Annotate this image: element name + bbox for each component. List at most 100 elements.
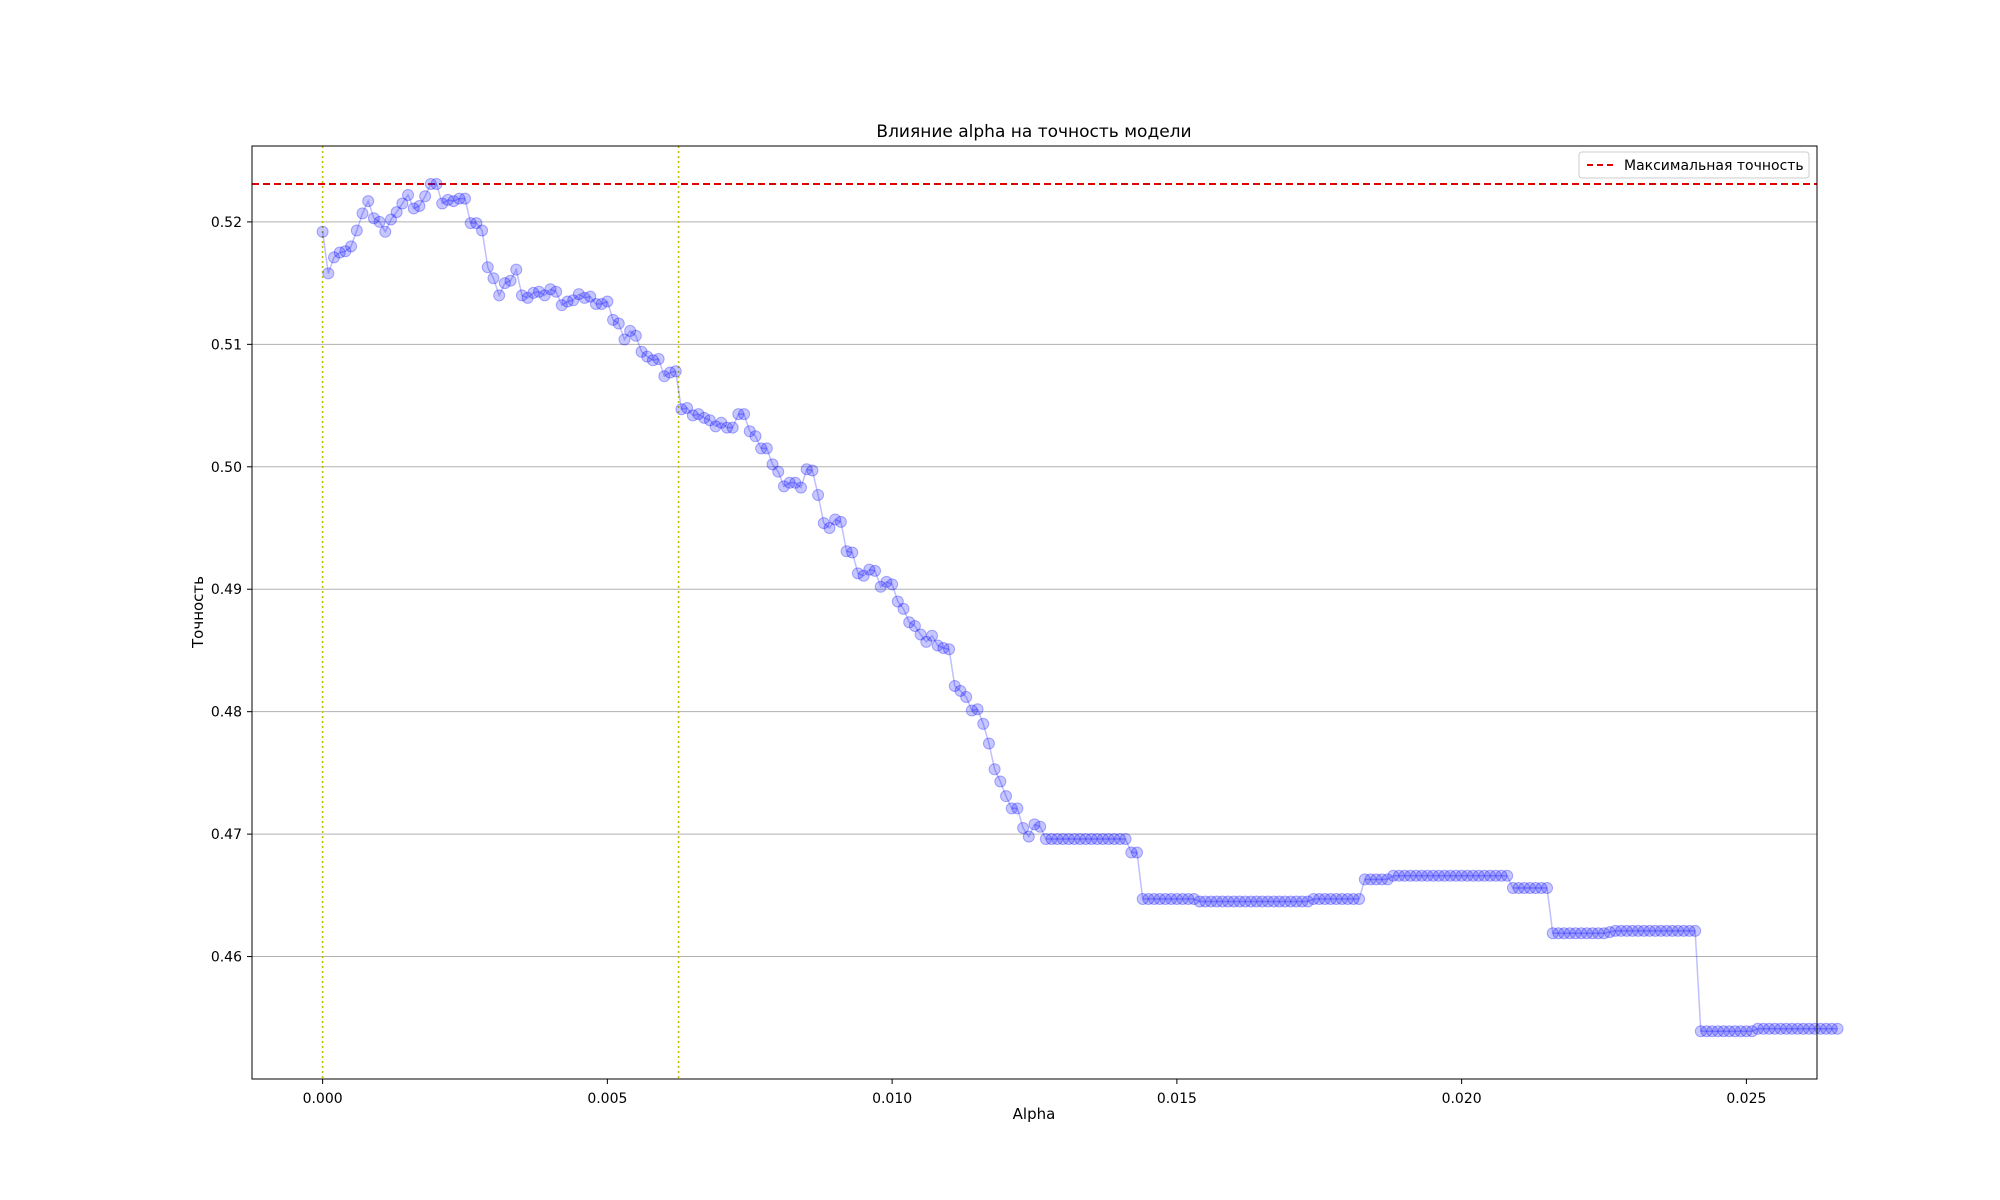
data-point (795, 481, 807, 494)
data-point (658, 370, 671, 383)
data-point (470, 217, 483, 230)
data-point (1068, 833, 1081, 846)
data-point (345, 240, 358, 253)
data-point (1803, 1022, 1816, 1035)
data-point (367, 212, 380, 225)
data-point (1216, 895, 1229, 908)
data-point (1546, 927, 1559, 940)
data-point (407, 202, 420, 215)
data-point (595, 297, 608, 310)
data-point (1045, 833, 1058, 846)
data-point (1478, 869, 1491, 882)
data-point (1148, 893, 1161, 906)
data-point (988, 763, 1001, 776)
data-point (1102, 833, 1115, 846)
data-point (709, 420, 722, 433)
data-point (464, 217, 477, 230)
data-point (453, 192, 466, 205)
data-point (1113, 833, 1126, 846)
data-point (931, 639, 944, 652)
y-axis-label: Точность (189, 576, 207, 649)
data-point (1609, 924, 1622, 937)
data-point (1774, 1022, 1787, 1035)
data-point (698, 411, 711, 424)
data-point (1654, 924, 1667, 937)
data-point (1780, 1022, 1793, 1035)
data-point (869, 564, 882, 577)
data-point (1632, 924, 1645, 937)
data-point (1643, 924, 1656, 937)
data-point (1484, 869, 1497, 882)
data-point (413, 200, 426, 212)
data-point (1404, 869, 1417, 882)
data-point (977, 717, 990, 730)
data-point (550, 285, 563, 298)
data-point (1284, 895, 1297, 908)
data-point (1427, 869, 1440, 882)
data-point (1723, 1025, 1736, 1038)
data-point (1785, 1022, 1798, 1035)
data-point (1233, 895, 1246, 908)
data-point (476, 224, 489, 237)
data-point (1512, 881, 1525, 894)
data-point (1256, 895, 1269, 908)
data-point (572, 288, 585, 301)
data-point (1125, 846, 1138, 859)
data-point (350, 224, 363, 237)
data-point (646, 354, 659, 367)
data-point (379, 225, 392, 238)
data-point (1444, 869, 1457, 882)
data-point (669, 365, 682, 378)
data-point (1518, 881, 1531, 894)
data-point (1136, 893, 1149, 906)
data-point (629, 329, 642, 342)
data-point (800, 463, 813, 476)
data-point (732, 408, 745, 421)
legend: Максимальная точность (1578, 151, 1810, 179)
data-point (1683, 924, 1696, 937)
data-point (971, 703, 984, 716)
data-point (402, 188, 415, 201)
data-point (1005, 802, 1018, 815)
data-point (1085, 833, 1098, 846)
data-point (1734, 1025, 1747, 1038)
data-point (487, 272, 500, 285)
data-point (578, 291, 591, 304)
data-point (1535, 881, 1548, 894)
data-point (1432, 869, 1445, 882)
data-point (1746, 1025, 1759, 1038)
x-tick-label: 0.025 (1726, 1091, 1766, 1107)
data-point (1467, 869, 1480, 882)
x-axis: 0.000 0.005 0.010 0.015 0.020 0.025 (303, 1079, 1766, 1107)
data-point (618, 333, 631, 346)
data-point (510, 263, 523, 276)
data-point (527, 286, 540, 299)
data-point (533, 285, 546, 298)
data-point (1244, 895, 1257, 908)
data-point (1262, 895, 1274, 908)
data-point (874, 580, 887, 593)
data-point (1438, 869, 1451, 882)
data-point (1074, 833, 1087, 846)
data-point (829, 513, 842, 526)
data-point (720, 421, 733, 434)
data-point (356, 207, 369, 220)
data-point (1763, 1022, 1776, 1035)
data-point (1227, 895, 1240, 908)
data-point (430, 177, 443, 190)
data-point (1358, 873, 1371, 886)
data-point (1592, 927, 1605, 940)
data-point (1199, 895, 1212, 908)
y-tick-label: 0.49 (211, 582, 242, 598)
data-point (812, 488, 825, 501)
data-point (1740, 1025, 1753, 1038)
data-point (943, 643, 956, 656)
data-point (834, 515, 847, 528)
data-point (1096, 833, 1109, 846)
data-point (1176, 893, 1189, 906)
data-point (1011, 802, 1024, 815)
data-point (715, 416, 728, 429)
data-point (703, 414, 716, 427)
data-point (1028, 818, 1041, 831)
